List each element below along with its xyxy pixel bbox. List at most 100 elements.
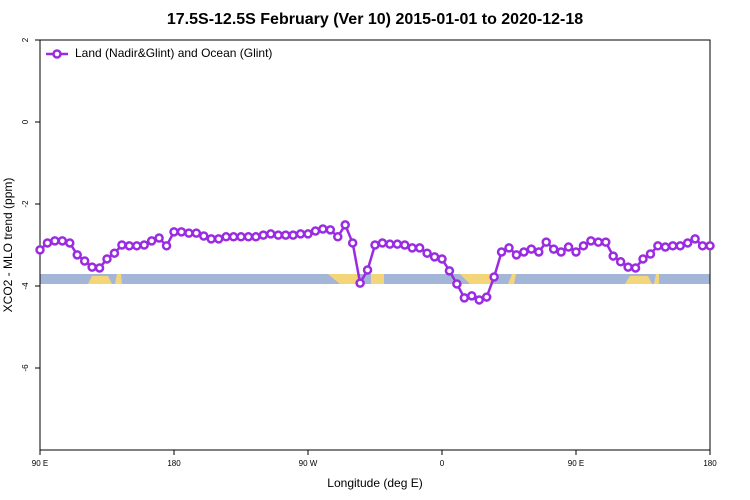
series-point: [266, 229, 276, 239]
series-point: [72, 250, 82, 260]
series-point: [615, 257, 626, 267]
series-point: [534, 247, 544, 257]
series-point: [571, 247, 581, 257]
land-band: [88, 274, 659, 284]
series-point: [519, 247, 529, 257]
series-point: [504, 243, 514, 253]
series-point: [668, 241, 678, 251]
series-point: [608, 251, 618, 261]
y-axis-label: XCO2 - MLO trend (ppm): [1, 178, 15, 313]
series-point: [169, 227, 179, 237]
series-point: [132, 241, 142, 251]
series-point: [429, 252, 440, 262]
series-point: [184, 228, 194, 238]
series-point: [623, 262, 633, 272]
series-point: [199, 231, 209, 241]
series-point: [697, 241, 708, 251]
series-point: [258, 230, 269, 240]
series-point: [407, 243, 417, 253]
series-point: [251, 232, 261, 242]
series-point: [422, 248, 432, 258]
series-point: [675, 241, 685, 251]
y-tick-label: -2: [21, 200, 30, 208]
series-point: [87, 262, 97, 272]
x-tick-label: 0: [440, 459, 445, 468]
series-point: [206, 234, 216, 244]
series-point: [563, 242, 574, 252]
series-point: [489, 272, 499, 282]
series-point: [556, 247, 566, 257]
series-point: [325, 225, 336, 235]
series-point: [414, 243, 425, 253]
chart-title: 17.5S-12.5S February (Ver 10) 2015-01-01…: [167, 11, 583, 28]
series-point: [42, 238, 53, 248]
series-point: [35, 245, 45, 255]
series-point: [191, 228, 202, 238]
series-point: [295, 229, 306, 239]
x-axis-label: Longitude (deg E): [327, 476, 422, 490]
series-point: [444, 266, 455, 276]
series-point: [236, 232, 246, 242]
series-point: [362, 265, 373, 275]
series-point: [154, 233, 164, 243]
series-point: [481, 292, 492, 302]
x-tick-label: 90 E: [32, 459, 48, 468]
series-line: [39, 222, 710, 302]
series-point: [377, 238, 388, 248]
series-point: [303, 229, 313, 239]
series-point: [139, 240, 149, 250]
series-point: [496, 247, 507, 257]
series-point: [79, 256, 90, 266]
series-point: [511, 250, 522, 260]
series-point: [370, 240, 380, 250]
series-point: [467, 291, 477, 301]
series-point: [682, 238, 693, 248]
series-point: [548, 244, 559, 254]
series-point: [57, 236, 68, 246]
series-point: [459, 293, 470, 303]
series-point: [690, 234, 700, 244]
series-point: [213, 234, 224, 244]
series-point: [146, 236, 157, 246]
series-point: [452, 279, 462, 289]
series-point: [228, 232, 239, 242]
series-point: [273, 230, 283, 240]
series-point: [288, 230, 298, 240]
series-point: [638, 254, 648, 264]
series-point: [109, 248, 120, 258]
series-point: [593, 237, 604, 247]
series-point: [630, 263, 641, 273]
series-point: [102, 254, 112, 264]
series-point: [705, 241, 715, 251]
y-tick-label: 0: [21, 119, 30, 124]
series-point: [243, 232, 254, 242]
series-point: [340, 220, 350, 230]
series-point: [161, 241, 172, 251]
series-point: [541, 237, 551, 247]
series-point: [221, 232, 231, 242]
series-point: [586, 236, 596, 246]
series-point: [347, 238, 358, 248]
legend-label: Land (Nadir&Glint) and Ocean (Glint): [75, 46, 272, 60]
series-point: [474, 295, 484, 305]
x-tick-label: 90 E: [568, 459, 584, 468]
series-point: [437, 254, 447, 264]
y-tick-label: -6: [21, 364, 30, 372]
series-point: [333, 232, 343, 242]
y-tick-label: 2: [21, 37, 30, 42]
series-point: [645, 249, 656, 259]
series-point: [280, 230, 291, 240]
x-tick-label: 90 W: [299, 459, 318, 468]
series-point: [385, 239, 395, 249]
series-point: [578, 241, 589, 251]
series-point: [653, 241, 663, 251]
y-tick-label: -4: [21, 282, 30, 290]
series-point: [94, 263, 105, 273]
series-point: [392, 239, 403, 249]
series-point: [526, 244, 537, 254]
legend-marker: [52, 49, 62, 59]
series-point: [601, 237, 611, 247]
series-point: [176, 227, 187, 237]
land-ocean-band: [40, 274, 710, 284]
